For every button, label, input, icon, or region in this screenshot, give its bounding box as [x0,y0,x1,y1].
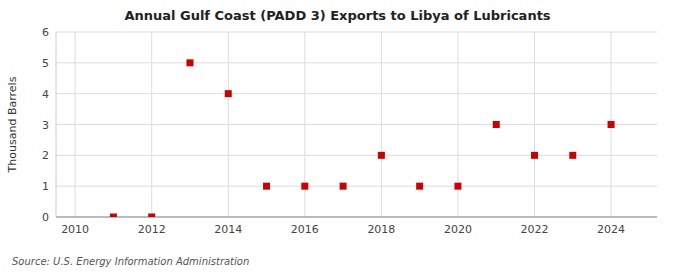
point [378,152,385,159]
point [225,90,232,97]
y-axis-line [56,32,57,217]
point [301,183,308,190]
grid [56,32,657,217]
y-grid-line [56,155,657,156]
y-grid-line [56,62,657,63]
y-grid-line [56,217,657,218]
y-grid-line [56,93,657,94]
y-tick-label: 3 [42,119,49,132]
y-grid-line [56,186,657,187]
x-grid-line [75,32,76,217]
x-grid-line [381,32,382,217]
x-tick-label: 2024 [597,223,625,236]
y-tick-label: 0 [42,211,49,224]
chart-container: Annual Gulf Coast (PADD 3) Exports to Li… [0,0,675,275]
point [416,183,423,190]
x-axis-line [56,217,657,218]
x-tick-label: 2022 [521,223,549,236]
x-tick-label: 2020 [444,223,472,236]
source-note: Source: U.S. Energy Information Administ… [12,256,249,267]
point [186,59,193,66]
x-tick-label: 2010 [61,223,89,236]
y-grid-line [56,32,657,33]
point [148,214,155,218]
point [340,183,347,190]
point [531,152,538,159]
title: Annual Gulf Coast (PADD 3) Exports to Li… [124,8,550,23]
x-grid-line [228,32,229,217]
x-tick-label: 2018 [367,223,395,236]
point [608,121,615,128]
y-tick-label: 4 [42,88,49,101]
x-tick-label: 2014 [214,223,242,236]
y-tick-label: 1 [42,180,49,193]
point [454,183,461,190]
y-tick-label: 2 [42,149,49,162]
points [110,59,615,217]
y-tick-label: 5 [42,57,49,70]
point [569,152,576,159]
x-grid-line [534,32,535,217]
y-tick-label: 6 [42,26,49,39]
y-grid-line [56,124,657,125]
point [493,121,500,128]
x-tick-label: 2012 [138,223,166,236]
x-grid-line [151,32,152,217]
y-axis-label: Thousand Barrels [6,76,19,173]
x-tick-label: 2016 [291,223,319,236]
point [110,214,117,218]
point [263,183,270,190]
chart: Annual Gulf Coast (PADD 3) Exports to Li… [0,0,675,275]
